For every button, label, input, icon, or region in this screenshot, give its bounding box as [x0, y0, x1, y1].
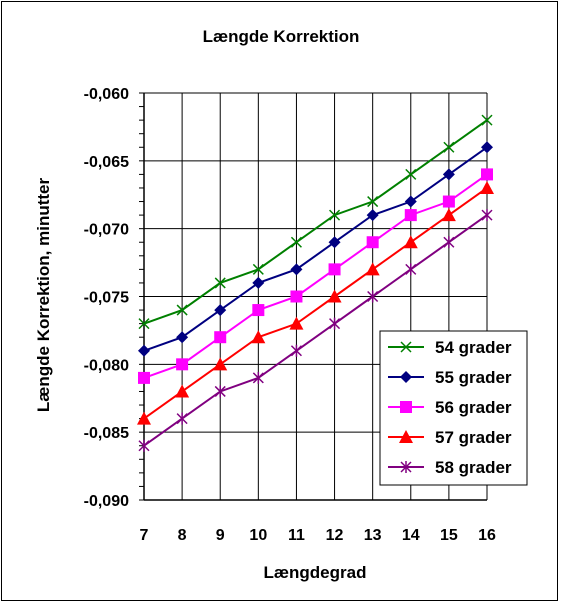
data-point: [400, 371, 412, 383]
x-tick-label: 15: [440, 527, 458, 544]
x-tick-label: 11: [288, 527, 305, 544]
x-tick-label: 14: [402, 527, 420, 544]
data-point: [176, 412, 188, 425]
y-tick-label: -0,080: [84, 357, 129, 374]
data-point: [175, 384, 190, 398]
series-58-grader: [138, 209, 493, 452]
data-point: [214, 385, 226, 398]
data-point: [481, 209, 493, 222]
legend-item: 56 grader: [388, 398, 512, 417]
x-axis-label: Længdegrad: [264, 563, 367, 582]
data-point: [252, 276, 265, 289]
plot-area: -0,060 -0,065 -0,070 -0,075 -0,080 -0,085 -0,0…: [84, 86, 496, 544]
series-line: [143, 187, 488, 420]
data-point: [365, 262, 380, 276]
data-point: [328, 236, 341, 249]
x-tick-label: 12: [326, 527, 344, 544]
legend-label: 58 grader: [435, 458, 512, 477]
chart-title: Længde Korrektion: [203, 27, 360, 46]
series-55-grader: [138, 141, 493, 357]
data-point: [400, 341, 412, 353]
y-tick-label: -0,070: [84, 222, 129, 239]
data-point: [252, 371, 264, 384]
y-axis-label: Længde Korrektion, minutter: [34, 178, 53, 413]
legend-label: 56 grader: [435, 398, 512, 417]
data-point: [366, 209, 379, 222]
data-point: [400, 461, 412, 473]
data-point: [213, 357, 228, 371]
legend-label: 54 grader: [435, 338, 512, 357]
data-point: [138, 318, 150, 330]
data-point: [252, 263, 264, 275]
data-point: [290, 344, 302, 357]
data-point: [176, 358, 189, 371]
data-point: [329, 317, 341, 330]
data-point: [443, 141, 455, 153]
data-point: [176, 304, 188, 316]
y-tick-label: -0,090: [84, 493, 129, 510]
data-point: [329, 209, 341, 221]
data-point: [481, 168, 493, 181]
data-point: [404, 209, 417, 222]
data-point: [290, 263, 303, 276]
data-point: [442, 168, 455, 181]
data-point: [443, 236, 455, 249]
data-point: [366, 236, 379, 249]
data-point: [138, 439, 150, 452]
y-tick-label: -0,075: [84, 290, 129, 307]
legend-item: 57 grader: [388, 428, 512, 447]
data-point: [481, 114, 493, 126]
data-point: [290, 290, 303, 303]
data-point: [367, 196, 379, 208]
x-tick-label: 9: [216, 527, 225, 544]
data-point: [400, 401, 412, 413]
series-line: [143, 214, 488, 447]
legend-item: 54 grader: [388, 338, 512, 357]
x-tick-label: 10: [249, 527, 267, 544]
data-point: [252, 304, 265, 317]
data-point: [327, 289, 342, 303]
legend: 54 grader 55 grader 56 grader 57 grader 58 g…: [379, 330, 528, 486]
y-tick-label: -0,060: [84, 86, 129, 103]
data-point: [405, 263, 417, 276]
series-57-grader: [137, 180, 494, 425]
data-point: [403, 235, 418, 249]
data-point: [214, 331, 227, 344]
data-point: [405, 168, 417, 180]
data-point: [290, 236, 302, 248]
legend-label: 57 grader: [435, 428, 512, 447]
data-point: [137, 411, 151, 425]
y-tick-label: -0,085: [84, 425, 129, 442]
data-point: [176, 331, 189, 344]
legend-item: 55 grader: [388, 368, 512, 387]
data-point: [367, 290, 379, 303]
y-tick-label: -0,065: [84, 154, 129, 171]
x-tick-label: 7: [140, 527, 149, 544]
data-point: [214, 277, 226, 289]
series-56-grader: [138, 168, 493, 384]
data-point: [214, 304, 227, 317]
legend-item: 58 grader: [388, 458, 512, 477]
data-point: [481, 141, 493, 154]
legend-label: 55 grader: [435, 368, 512, 387]
data-point: [289, 316, 304, 330]
data-point: [138, 344, 150, 357]
data-point: [480, 180, 494, 194]
series-line: [143, 173, 488, 379]
series-54-grader: [138, 114, 493, 330]
data-point: [251, 330, 266, 344]
x-tick-label: 16: [478, 527, 496, 544]
series-line: [143, 146, 488, 352]
data-point: [441, 208, 456, 222]
x-tick-label: 8: [178, 527, 187, 544]
data-point: [138, 371, 150, 384]
series-line: [143, 119, 488, 325]
data-point: [442, 195, 455, 208]
x-tick-label: 13: [364, 527, 382, 544]
data-point: [404, 195, 417, 208]
data-point: [328, 263, 341, 276]
data-point: [399, 430, 413, 443]
